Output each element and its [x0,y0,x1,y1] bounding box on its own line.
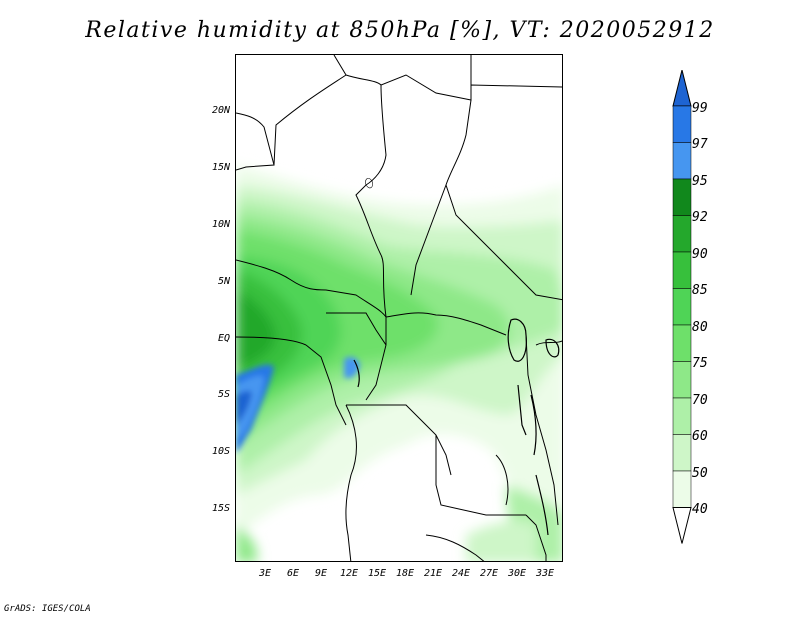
colorbar-swatch [672,324,692,362]
lon-label-21e: 21E [423,568,443,579]
lat-label-5s: 5S [217,389,230,400]
lon-label-18e: 18E [395,568,415,579]
colorbar-swatch [672,288,692,326]
colorbar-label-92: 92 [692,210,708,225]
lakes [353,318,560,536]
lon-label-9e: 9E [314,568,328,579]
lon-label-27e: 27E [479,568,499,579]
colorbar-swatch [672,397,692,435]
humidity-field-high [236,357,360,453]
lon-label-33e: 33E [535,568,555,579]
lat-label-5n: 5N [217,276,230,287]
colorbar-swatch [672,105,692,143]
colorbar-label-99: 99 [692,101,708,116]
colorbar-label-85: 85 [692,283,708,298]
lon-label-3e: 3E [258,568,272,579]
lat-label-15n: 15N [211,162,230,173]
lon-label-15e: 15E [367,568,387,579]
colorbar-label-60: 60 [692,429,708,444]
lat-label-10s: 10S [211,446,230,457]
colorbar-label-40: 40 [692,502,708,517]
colorbar-swatch [672,361,692,399]
lat-label-eq: EQ [217,333,230,344]
colorbar-arrow-top [672,70,692,107]
colorbar-swatch [672,178,692,216]
colorbar-label-70: 70 [692,393,708,408]
colorbar-arrow-bottom [672,507,692,544]
colorbar-label-90: 90 [692,247,708,262]
colorbar-label-75: 75 [692,356,708,371]
lat-label-10n: 10N [211,219,230,230]
gridlines [365,178,373,189]
colorbar [672,70,692,544]
lat-label-15s: 15S [211,503,230,514]
colorbar-swatches [672,70,692,544]
lon-label-6e: 6E [286,568,300,579]
colorbar-label-97: 97 [692,137,708,152]
map-canvas [236,55,562,561]
colorbar-swatch [672,434,692,472]
colorbar-swatch [672,142,692,180]
lon-label-12e: 12E [339,568,359,579]
humidity-map [235,54,563,562]
humidity-field [236,165,562,561]
colorbar-swatch [672,251,692,289]
grads-credit: GrADS: IGES/COLA [4,604,91,614]
colorbar-label-80: 80 [692,320,708,335]
colorbar-swatch [672,215,692,253]
colorbar-label-50: 50 [692,466,708,481]
lon-label-24e: 24E [451,568,471,579]
colorbar-label-95: 95 [692,174,708,189]
lon-label-30e: 30E [507,568,527,579]
colorbar-swatch [672,470,692,508]
lat-label-20n: 20N [211,105,230,116]
map-title: Relative humidity at 850hPa [%], VT: 202… [85,18,715,43]
country-borders [236,55,562,561]
